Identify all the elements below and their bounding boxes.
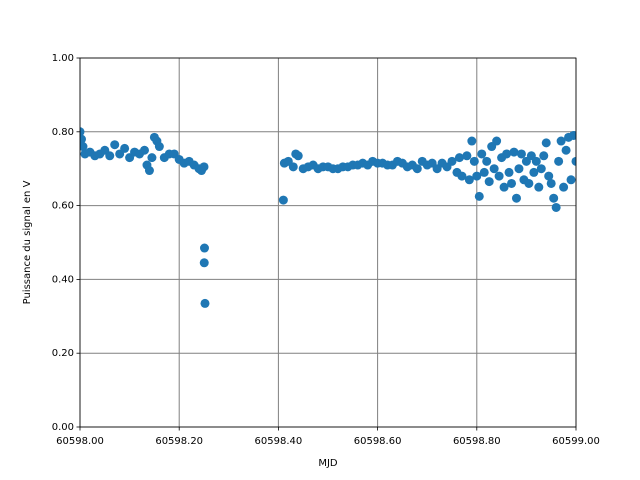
point	[559, 182, 569, 192]
point	[509, 147, 519, 157]
point	[474, 191, 484, 201]
point	[546, 178, 556, 188]
point	[549, 193, 559, 203]
point	[464, 175, 474, 185]
point	[541, 138, 551, 148]
ticks: 60598.00 60598.20 60598.40 60598.60 60598.80…	[52, 53, 600, 447]
x-tick-label: 60598.60	[354, 436, 402, 447]
y-tick-label: 0.60	[52, 201, 74, 212]
point	[288, 162, 298, 172]
point	[199, 162, 209, 172]
x-axis-label: MJD	[318, 458, 338, 469]
points	[80, 127, 576, 308]
point	[479, 167, 489, 177]
point	[484, 177, 494, 187]
plot-frame	[79, 57, 577, 428]
point	[529, 167, 539, 177]
point	[514, 164, 524, 174]
y-tick-label: 0.20	[52, 348, 74, 359]
x-tick-label: 60598.20	[155, 436, 203, 447]
point	[571, 156, 576, 166]
point	[494, 171, 504, 181]
point	[120, 143, 130, 153]
point	[536, 164, 546, 174]
point	[293, 151, 303, 161]
point	[462, 151, 472, 161]
point	[154, 142, 164, 152]
point	[80, 134, 86, 144]
point	[554, 156, 564, 166]
point	[200, 298, 210, 308]
point	[105, 151, 115, 161]
point	[539, 151, 549, 161]
point	[556, 136, 566, 146]
y-tick-label: 0.00	[52, 422, 74, 433]
point	[489, 164, 499, 174]
point	[147, 153, 157, 163]
point	[278, 195, 288, 205]
point	[472, 171, 482, 181]
point	[544, 171, 554, 181]
point	[139, 145, 149, 155]
point	[144, 166, 154, 176]
point	[467, 136, 477, 146]
point	[504, 167, 514, 177]
point	[516, 149, 526, 159]
y-tick-label: 1.00	[52, 53, 74, 64]
point	[551, 202, 561, 212]
x-tick-label: 60598.80	[453, 436, 501, 447]
grid	[79, 57, 577, 428]
point	[566, 175, 576, 185]
point	[502, 149, 512, 159]
point	[80, 127, 85, 137]
point	[507, 178, 517, 188]
point	[80, 142, 88, 152]
x-tick-label: 60599.00	[552, 436, 600, 447]
x-tick-label: 60598.40	[255, 436, 303, 447]
point	[524, 178, 534, 188]
point	[457, 171, 467, 181]
x-tick-label: 60598.00	[56, 436, 104, 447]
point	[412, 164, 422, 174]
point	[110, 140, 120, 150]
point	[569, 130, 576, 140]
point	[199, 258, 209, 268]
y-axis-label: Puissance du signal en V	[22, 180, 33, 304]
point	[477, 149, 487, 159]
point	[454, 153, 464, 163]
point	[534, 182, 544, 192]
y-tick-label: 0.40	[52, 274, 74, 285]
point	[492, 136, 502, 146]
point	[531, 156, 541, 166]
point	[469, 156, 479, 166]
point	[561, 145, 571, 155]
point	[199, 243, 209, 253]
point	[447, 156, 457, 166]
point	[482, 156, 492, 166]
point	[499, 182, 509, 192]
y-tick-label: 0.80	[52, 127, 74, 138]
point	[511, 193, 521, 203]
